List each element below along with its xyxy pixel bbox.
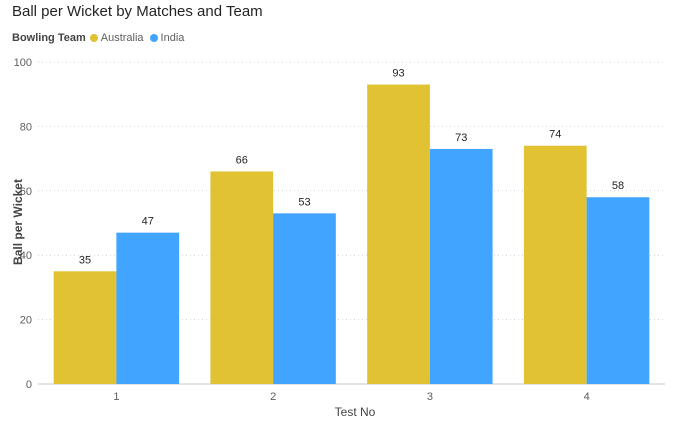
x-axis-title: Test No — [335, 405, 376, 419]
y-tick-label: 60 — [20, 186, 32, 198]
y-axis-title: Ball per Wicket — [11, 179, 25, 265]
x-tick-label: 3 — [427, 391, 433, 403]
legend-entry-australia[interactable]: Australia — [89, 32, 144, 44]
legend: Bowling Team Australia India — [12, 32, 190, 44]
x-tick-label: 4 — [584, 391, 590, 403]
data-label: 93 — [392, 68, 404, 80]
y-tick-label: 20 — [20, 315, 32, 327]
y-tick-label: 100 — [14, 57, 32, 69]
legend-marker-australia — [89, 34, 98, 42]
chart-title: Ball per Wicket by Matches and Team — [12, 3, 263, 20]
x-tick-label: 2 — [270, 391, 276, 403]
data-label: 73 — [455, 132, 467, 144]
data-label: 74 — [549, 129, 561, 141]
bar-australia-test-2[interactable] — [210, 171, 274, 384]
y-axis-ticks: 0 20 40 60 80 100 — [14, 57, 32, 391]
bar-australia-test-3[interactable] — [367, 84, 430, 384]
x-axis-ticks: 1 2 3 4 — [113, 391, 589, 403]
data-labels: 35 47 66 53 93 73 74 58 — [79, 68, 624, 267]
y-tick-label: 40 — [20, 250, 32, 262]
bar-india-test-1[interactable] — [116, 232, 180, 384]
legend-label-australia: Australia — [100, 32, 144, 44]
bar-australia-test-4[interactable] — [523, 145, 587, 384]
bar-india-test-4[interactable] — [586, 197, 650, 384]
data-label: 35 — [79, 254, 91, 266]
y-tick-label: 80 — [20, 121, 32, 133]
data-label: 66 — [236, 154, 248, 166]
bar-india-test-3[interactable] — [429, 148, 493, 384]
legend-marker-india — [149, 34, 158, 42]
legend-entry-india[interactable]: India — [149, 32, 185, 44]
data-label: 53 — [298, 196, 310, 208]
data-label: 47 — [142, 216, 154, 228]
y-tick-label: 0 — [26, 379, 32, 391]
legend-title: Bowling Team — [12, 32, 86, 44]
data-label: 58 — [612, 180, 624, 192]
bar-australia-test-1[interactable] — [53, 271, 117, 384]
bar-india-test-2[interactable] — [273, 213, 336, 384]
bars — [53, 84, 650, 384]
x-tick-label: 1 — [113, 391, 119, 403]
legend-label-india: India — [160, 32, 185, 44]
